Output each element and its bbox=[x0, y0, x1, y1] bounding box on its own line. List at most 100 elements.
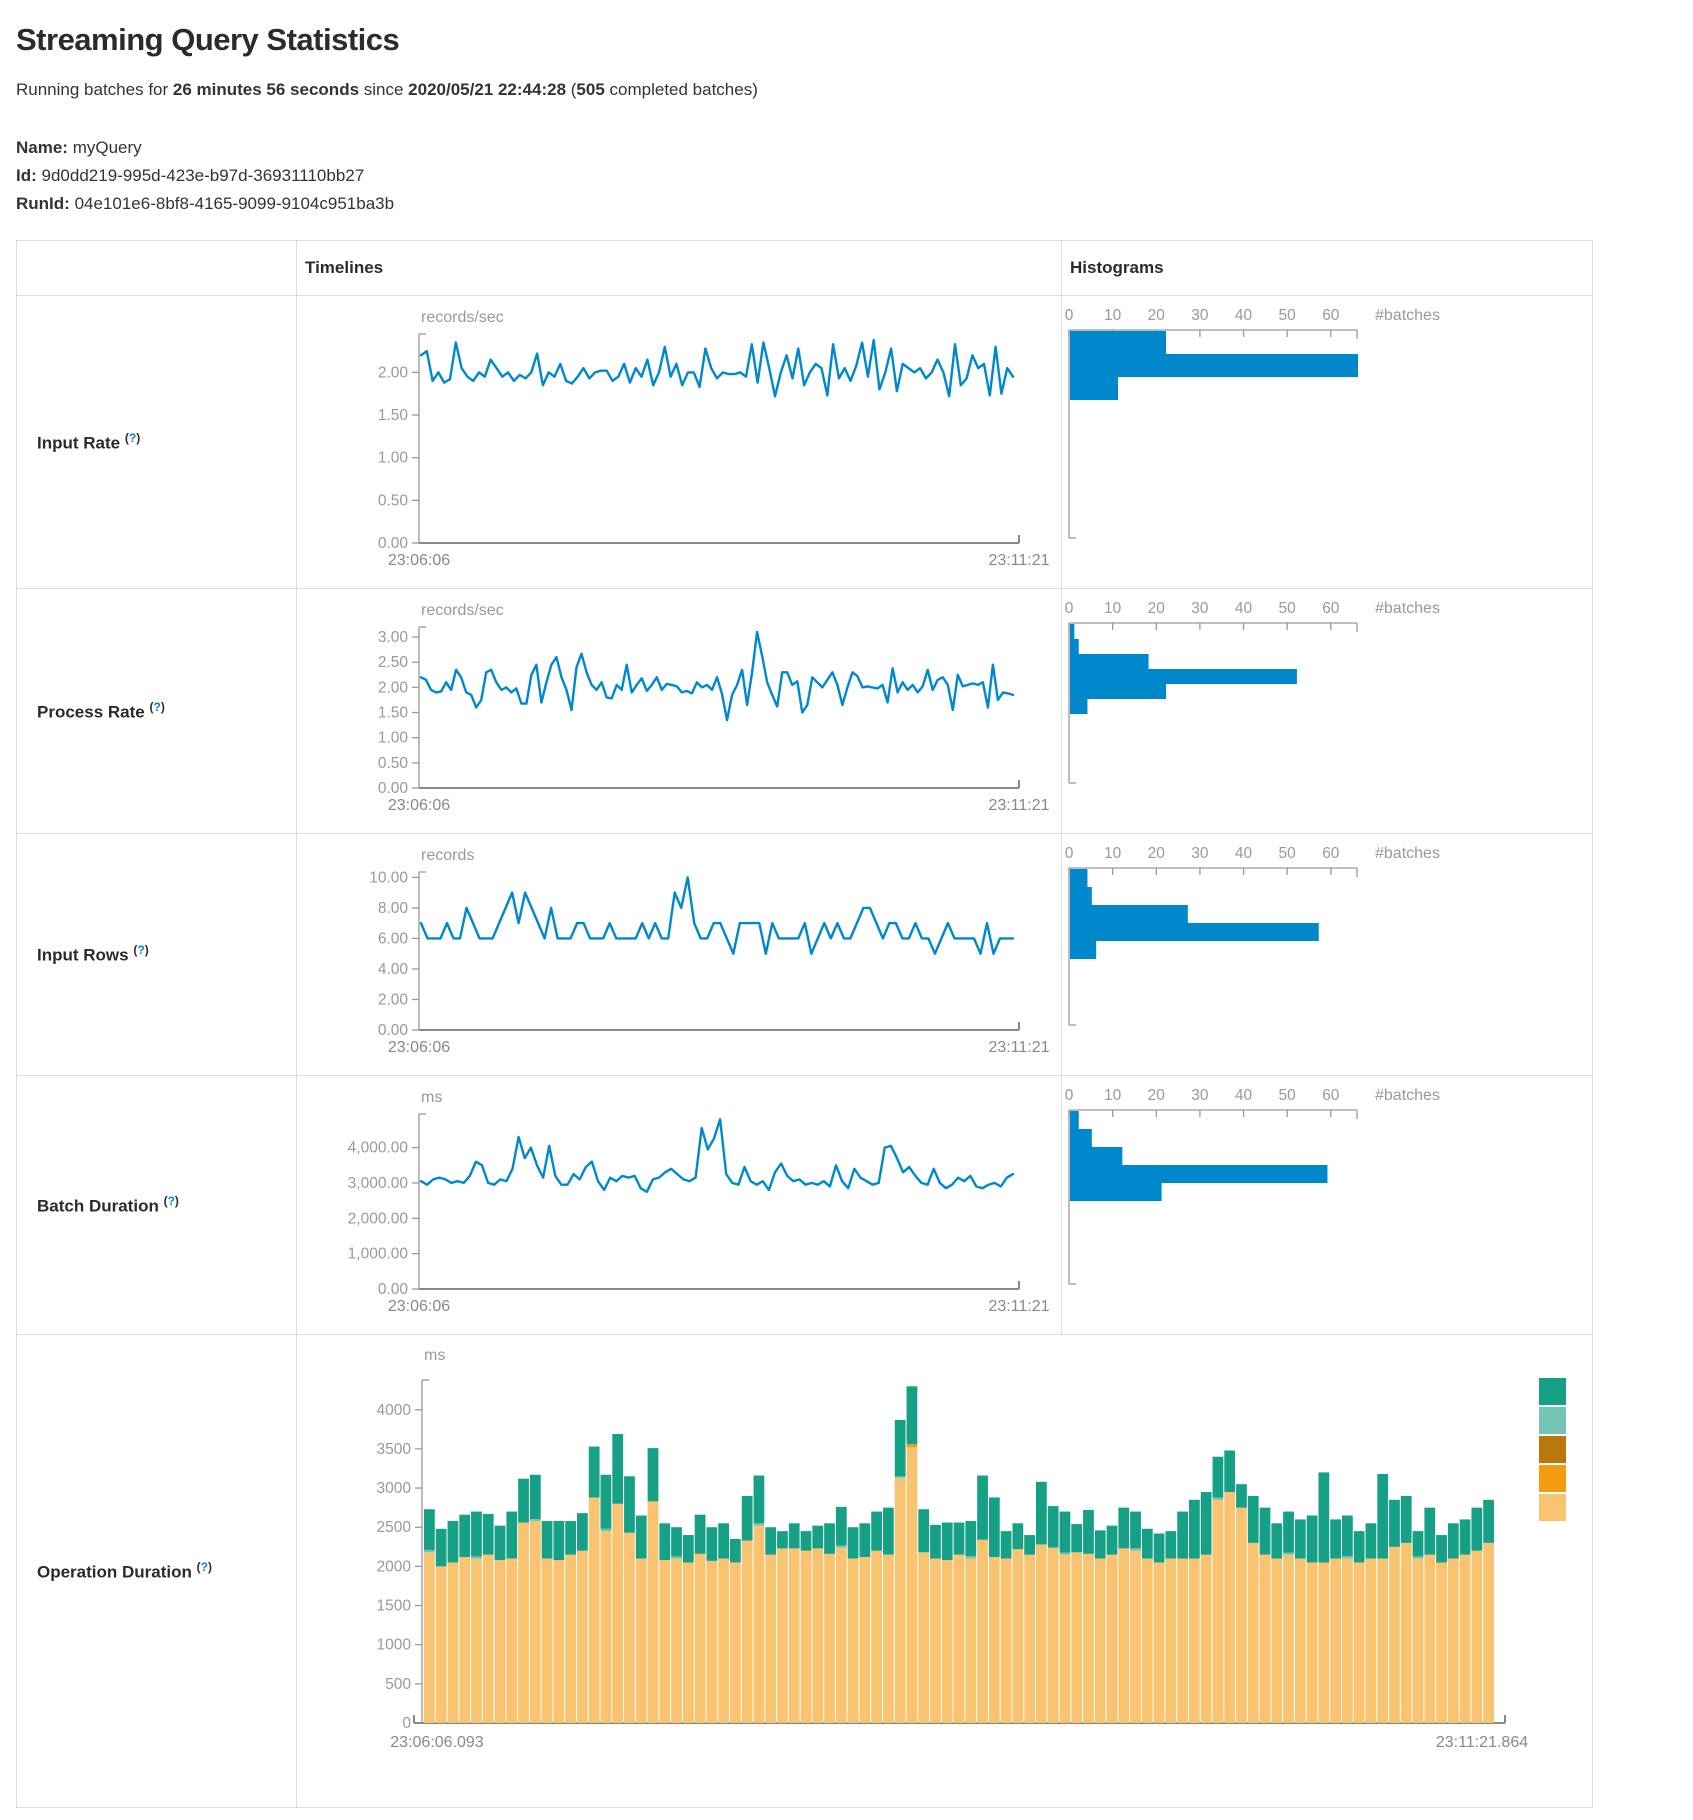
operation-duration-help-icon[interactable]: (?) bbox=[196, 1559, 212, 1574]
svg-text:50: 50 bbox=[1279, 600, 1297, 617]
input-rows-timeline-chart: records 10.00 8.00 6.00 4.00 2.00 0.00 23:06:06… bbox=[297, 834, 1061, 1075]
completed-batches-count: 505 bbox=[576, 80, 605, 99]
svg-text:23:11:21.864: 23:11:21.864 bbox=[1436, 1734, 1528, 1751]
svg-text:23:11:21: 23:11:21 bbox=[988, 1039, 1049, 1056]
svg-text:23:11:21: 23:11:21 bbox=[988, 1298, 1049, 1315]
svg-text:10: 10 bbox=[1104, 1087, 1122, 1104]
running-batches-summary: Running batches for 26 minutes 56 second… bbox=[16, 80, 758, 99]
row-label-input-rate: Input Rate (?) bbox=[16, 295, 297, 590]
page-title: Streaming Query Statistics bbox=[16, 22, 400, 57]
svg-text:2.00: 2.00 bbox=[378, 365, 409, 382]
query-runid-line: RunId: 04e101e6-8bf8-4165-9099-9104c951b… bbox=[16, 194, 395, 214]
svg-text:ms: ms bbox=[421, 1089, 442, 1106]
svg-text:40: 40 bbox=[1235, 1087, 1253, 1104]
svg-text:2.00: 2.00 bbox=[378, 680, 409, 697]
svg-text:30: 30 bbox=[1191, 845, 1209, 862]
svg-text:0: 0 bbox=[1065, 845, 1074, 862]
header-histograms: Histograms bbox=[1061, 240, 1593, 297]
row-label-input-rows: Input Rows (?) bbox=[16, 833, 297, 1077]
svg-text:50: 50 bbox=[1279, 307, 1297, 324]
process-rate-help-icon[interactable]: (?) bbox=[149, 699, 165, 714]
svg-text:6.00: 6.00 bbox=[378, 931, 409, 948]
svg-text:3.00: 3.00 bbox=[378, 629, 409, 646]
process-rate-timeline-chart: records/sec 3.00 2.50 2.00 1.50 1.00 0.50 0.00 2… bbox=[297, 589, 1061, 833]
svg-text:records/sec: records/sec bbox=[421, 309, 504, 326]
svg-text:2.50: 2.50 bbox=[378, 654, 409, 671]
svg-text:2000: 2000 bbox=[377, 1559, 412, 1576]
table-row: Input Rate (?) records/sec 2.00 1.50 1.00 0.… bbox=[16, 295, 1593, 590]
svg-text:0.00: 0.00 bbox=[378, 1281, 409, 1298]
svg-text:60: 60 bbox=[1322, 1087, 1340, 1104]
input-rows-histogram-chart: 0 10 20 30 40 50 60 #batches bbox=[1062, 834, 1592, 1075]
svg-text:23:06:06: 23:06:06 bbox=[388, 1298, 450, 1315]
svg-text:23:11:21: 23:11:21 bbox=[988, 797, 1049, 814]
batch-duration-timeline-chart: ms 4,000.00 3,000.00 2,000.00 1,000.00 0.00 23… bbox=[297, 1076, 1061, 1334]
process-rate-histogram-chart: 0 10 20 30 40 50 60 #batches bbox=[1062, 589, 1592, 833]
svg-text:1.50: 1.50 bbox=[378, 407, 409, 424]
svg-text:4.00: 4.00 bbox=[378, 961, 409, 978]
query-name-value: myQuery bbox=[72, 138, 142, 157]
svg-text:records/sec: records/sec bbox=[421, 602, 504, 619]
svg-text:30: 30 bbox=[1191, 1087, 1209, 1104]
query-runid-value: 04e101e6-8bf8-4165-9099-9104c951ba3b bbox=[74, 194, 395, 214]
batch-duration-help-icon[interactable]: (?) bbox=[163, 1193, 179, 1208]
svg-text:23:06:06: 23:06:06 bbox=[388, 552, 450, 569]
input-rows-help-icon[interactable]: (?) bbox=[133, 943, 149, 958]
svg-text:#batches: #batches bbox=[1375, 600, 1440, 617]
svg-text:40: 40 bbox=[1235, 307, 1253, 324]
operation-duration-legend bbox=[1539, 1378, 1566, 1522]
input-rate-help-icon[interactable]: (?) bbox=[124, 430, 141, 445]
svg-text:1.50: 1.50 bbox=[378, 705, 409, 722]
input-rate-histogram-chart: 0 10 20 30 40 50 60 #batches bbox=[1062, 296, 1592, 588]
svg-text:0.00: 0.00 bbox=[378, 535, 409, 552]
svg-text:50: 50 bbox=[1279, 845, 1297, 862]
table-row: Operation Duration (?) ms 4000 3500 3000 250… bbox=[16, 1334, 1593, 1809]
svg-text:0: 0 bbox=[1065, 1087, 1074, 1104]
svg-text:10: 10 bbox=[1104, 600, 1122, 617]
svg-text:500: 500 bbox=[385, 1676, 411, 1693]
svg-text:records: records bbox=[421, 847, 474, 864]
table-row: Batch Duration (?) ms 4,000.00 3,000.00 2,0… bbox=[16, 1075, 1593, 1336]
svg-text:#batches: #batches bbox=[1375, 845, 1440, 862]
svg-text:ms: ms bbox=[424, 1347, 445, 1364]
svg-text:4,000.00: 4,000.00 bbox=[348, 1140, 409, 1157]
svg-text:23:06:06.093: 23:06:06.093 bbox=[390, 1734, 484, 1751]
table-row: Process Rate (?) records/sec 3.00 2.50 2.00… bbox=[16, 588, 1593, 835]
running-duration: 26 minutes 56 seconds bbox=[172, 80, 360, 99]
svg-text:50: 50 bbox=[1279, 1087, 1297, 1104]
header-empty bbox=[16, 240, 297, 297]
svg-text:#batches: #batches bbox=[1375, 307, 1440, 324]
table-header-row: Timelines Histograms bbox=[16, 240, 1593, 297]
svg-text:20: 20 bbox=[1148, 1087, 1166, 1104]
svg-text:8.00: 8.00 bbox=[378, 900, 409, 917]
svg-text:0: 0 bbox=[1065, 307, 1074, 324]
svg-text:2.00: 2.00 bbox=[378, 992, 409, 1009]
svg-text:10.00: 10.00 bbox=[369, 869, 408, 886]
svg-text:0: 0 bbox=[402, 1715, 411, 1732]
row-label-process-rate: Process Rate (?) bbox=[16, 588, 297, 835]
svg-text:30: 30 bbox=[1191, 600, 1209, 617]
svg-text:40: 40 bbox=[1235, 600, 1253, 617]
svg-text:60: 60 bbox=[1322, 845, 1340, 862]
svg-text:1.00: 1.00 bbox=[378, 450, 409, 467]
svg-text:23:06:06: 23:06:06 bbox=[388, 1039, 450, 1056]
svg-text:60: 60 bbox=[1322, 600, 1340, 617]
svg-text:3,000.00: 3,000.00 bbox=[348, 1175, 409, 1192]
svg-text:30: 30 bbox=[1191, 307, 1209, 324]
svg-text:0.50: 0.50 bbox=[378, 755, 409, 772]
start-timestamp: 2020/05/21 22:44:28 bbox=[408, 80, 567, 99]
svg-text:#batches: #batches bbox=[1375, 1087, 1440, 1104]
svg-text:2500: 2500 bbox=[377, 1519, 412, 1536]
svg-text:10: 10 bbox=[1104, 307, 1122, 324]
svg-text:0.00: 0.00 bbox=[378, 780, 409, 797]
query-id-value: 9d0dd219-995d-423e-b97d-36931110bb27 bbox=[41, 166, 365, 186]
row-label-operation-duration: Operation Duration (?) bbox=[16, 1334, 297, 1809]
row-label-batch-duration: Batch Duration (?) bbox=[16, 1075, 297, 1336]
batch-duration-histogram-chart: 0 10 20 30 40 50 60 #batches bbox=[1062, 1076, 1592, 1334]
svg-text:1000: 1000 bbox=[377, 1637, 412, 1654]
svg-text:3000: 3000 bbox=[377, 1480, 412, 1497]
header-timelines: Timelines bbox=[296, 240, 1062, 297]
svg-text:0.50: 0.50 bbox=[378, 492, 409, 509]
svg-text:1500: 1500 bbox=[377, 1598, 412, 1615]
